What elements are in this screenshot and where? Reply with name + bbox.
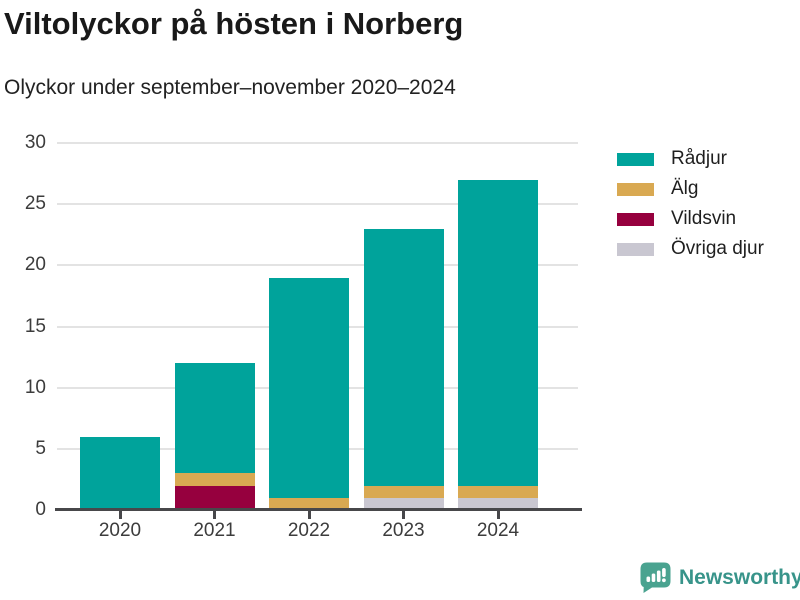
bar-2022-Älg (269, 497, 349, 510)
x-tick-2021 (213, 511, 216, 519)
gridline-20 (57, 264, 578, 267)
legend-swatch-Övriga djur (617, 242, 654, 256)
y-label-0: 0 (35, 499, 46, 520)
legend-swatch-Vildsvin (617, 212, 654, 226)
gridline-30 (57, 142, 578, 144)
legend-item-Vildsvin: Vildsvin (617, 204, 764, 234)
bar-2021-Vildsvin (174, 485, 255, 510)
x-label-2023: 2023 (382, 520, 425, 541)
y-label-15: 15 (24, 315, 46, 337)
legend-item-Övriga djur: Övriga djur (617, 234, 764, 264)
x-tick-2020 (118, 511, 122, 519)
legend: Rådjur Älg Vildsvin Övriga djur (617, 144, 764, 264)
bar-2021-Rådjur (174, 363, 255, 474)
bar-2023-Rådjur (363, 228, 444, 486)
legend-item-Älg: Älg (617, 174, 764, 204)
x-tick-2024 (496, 511, 500, 519)
x-tick-2023 (402, 511, 405, 519)
x-label-2024: 2024 (476, 520, 520, 541)
legend-label-Övriga djur: Övriga djur (671, 238, 764, 259)
y-label-10: 10 (24, 376, 46, 398)
y-label-20: 20 (24, 254, 46, 276)
bar-2022-Rådjur (269, 277, 349, 498)
x-tick-2022 (307, 511, 311, 519)
bar-2024-Älg (458, 485, 538, 498)
newsworthy-logo-icon (640, 562, 671, 593)
gridline-25 (57, 203, 578, 206)
bar-2024-Rådjur (458, 179, 538, 486)
brand-footer: Newsworthy (639, 561, 800, 594)
chart-subtitle: Olyckor under september–november 2020–20… (4, 76, 456, 99)
legend-label-Vildsvin: Vildsvin (671, 208, 737, 229)
legend-item-Rådjur: Rådjur (617, 144, 764, 174)
legend-swatch-Rådjur (617, 152, 654, 166)
bar-2020-Rådjur (80, 436, 160, 510)
legend-label-Älg: Älg (671, 178, 699, 199)
y-label-25: 25 (24, 193, 46, 215)
brand-name: Newsworthy (679, 565, 800, 589)
chart-title: Viltolyckor på hösten i Norberg (4, 6, 464, 41)
bar-2023-Älg (363, 485, 444, 498)
bar-2021-Älg (174, 473, 255, 486)
bar-2024-Övriga djur (458, 497, 538, 510)
bar-2023-Övriga djur (363, 497, 444, 510)
plot-area (57, 142, 578, 510)
x-label-2020: 2020 (98, 520, 142, 541)
x-label-2022: 2022 (287, 520, 331, 541)
y-label-30: 30 (24, 132, 46, 153)
legend-swatch-Älg (617, 182, 654, 196)
y-label-5: 5 (35, 437, 46, 459)
x-label-2021: 2021 (193, 520, 236, 541)
legend-label-Rådjur: Rådjur (671, 148, 727, 169)
x-axis-line (55, 508, 582, 511)
